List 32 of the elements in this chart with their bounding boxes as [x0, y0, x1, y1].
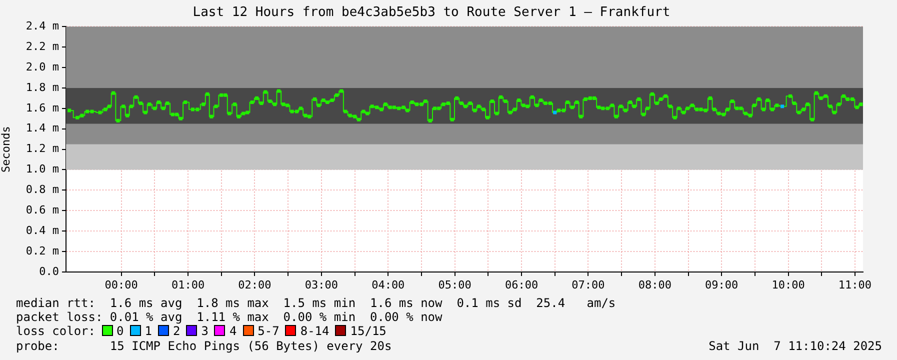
text: median rtt: 1.6 ms avg 1.8 ms max 1.5 ms min 1.6 ms now 0.1 ms sd 25.4 am/s	[16, 296, 617, 310]
y-tick-label: 1.8 m	[26, 80, 60, 94]
y-tick-label: 1.4 m	[26, 122, 60, 135]
y-tick-label: 2.0 m	[26, 60, 60, 74]
y-tick-label: 0.2 m	[26, 244, 60, 258]
y-tick-label: 2.4 m	[26, 19, 60, 32]
x-tick-label: 09:00	[705, 278, 738, 292]
y-tick-label: 1.0 m	[26, 162, 60, 176]
x-tick-label: 06:00	[504, 278, 538, 292]
text: Sat Jun 7 11:10:24 2025	[708, 338, 882, 353]
y-tick-label: 0.4 m	[26, 224, 60, 237]
x-tick-label: 11:00	[838, 278, 872, 292]
x-tick-label: 03:00	[304, 278, 338, 292]
x-tick-label: 10:00	[772, 278, 805, 292]
text: loss color: 0 1 2 3 4 5-7 8-14 15/15	[16, 324, 386, 338]
y-axis-title: Seconds	[0, 126, 12, 172]
y-tick-label: 0.8 m	[26, 183, 60, 196]
chart-title: Last 12 Hours from be4c3ab5e5b3 to Route Server 1 – Frankfurt	[192, 5, 670, 20]
text: probe: 15 ICMP Echo Pings (56 Bytes) every 20s	[16, 338, 392, 353]
x-tick-label: 02:00	[238, 278, 272, 292]
x-tick-label: 08:00	[638, 278, 672, 292]
x-tick-label: 07:00	[572, 278, 605, 292]
x-tick-label: 05:00	[438, 278, 472, 292]
y-tick-label: 2.2 m	[26, 40, 60, 53]
text: packet loss: 0.01 % avg 1.11 % max 0.00 % min 0.00 % now	[16, 310, 444, 324]
x-tick-label: 00:00	[104, 278, 138, 292]
x-tick-label: 01:00	[171, 278, 205, 292]
y-tick-label: 0.6 m	[26, 204, 60, 217]
y-tick-label: 0.0	[39, 264, 59, 278]
y-tick-label: 1.6 m	[26, 101, 60, 114]
y-tick-label: 1.2 m	[26, 142, 60, 156]
x-tick-label: 04:00	[372, 278, 405, 292]
